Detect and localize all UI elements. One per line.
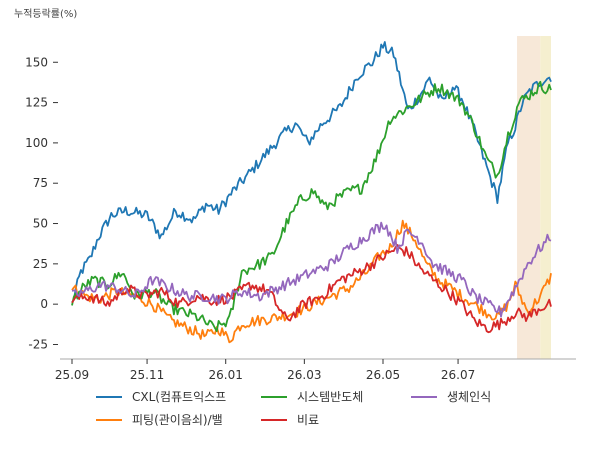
series-line-4: [71, 221, 552, 318]
y-tick-label: 50: [33, 217, 48, 231]
x-tick-label: 26.01: [209, 368, 243, 380]
legend-swatch-fertilizer: [261, 418, 287, 421]
y-tick-label: -25: [28, 337, 48, 351]
x-tick-label: 26.05: [366, 368, 400, 380]
y-tick-label: 150: [25, 55, 48, 69]
series-line-1: [71, 219, 552, 344]
legend-item-cxl: CXL(컴퓨트익스프: [96, 388, 261, 405]
y-tick-label: 0: [40, 297, 48, 311]
series-line-0: [71, 41, 552, 303]
x-tick-label: 26.07: [441, 368, 475, 380]
legend-label-system-semiconductor: 시스템반도체: [297, 390, 364, 404]
x-axis: 25.09 25.11 26.01 26.03 26.05 26.07: [55, 358, 576, 380]
legend-item-system-semiconductor: 시스템반도체: [261, 388, 411, 405]
y-tick-label: 25: [33, 257, 48, 271]
legend-label-fertilizer: 비료: [297, 413, 320, 427]
legend: CXL(컴퓨트익스프 시스템반도체 생체인식 피팅(관이음쇠)/밸 비료: [96, 388, 576, 428]
y-tick-label: 100: [25, 136, 48, 150]
y-tick-label: 125: [25, 96, 48, 110]
x-tick-label: 25.11: [130, 368, 164, 380]
line-chart: -25 0 25 50 75 100 125 150 25.09 25.11 26.01 26.03…: [14, 8, 576, 380]
y-axis: -25 0 25 50 75 100 125 150: [25, 55, 58, 351]
legend-swatch-cxl: [96, 395, 122, 398]
y-tick-label: 75: [33, 176, 48, 190]
legend-swatch-biometrics: [411, 395, 437, 398]
legend-label-cxl: CXL(컴퓨트익스프: [132, 390, 227, 404]
legend-label-biometrics: 생체인식: [447, 390, 492, 404]
series-line-3: [71, 244, 552, 334]
series-lines: [71, 41, 552, 344]
y-axis-label: 누적등락률(%): [14, 8, 77, 20]
legend-item-fertilizer: 비료: [261, 411, 411, 428]
highlight-band-1: [540, 36, 551, 359]
legend-item-biometrics: 생체인식: [411, 388, 561, 405]
x-tick-label: 25.09: [55, 368, 89, 380]
x-tick-label: 26.03: [287, 368, 321, 380]
legend-swatch-system-semiconductor: [261, 395, 287, 398]
legend-swatch-fittings: [96, 418, 122, 421]
legend-item-fittings: 피팅(관이음쇠)/밸: [96, 411, 261, 428]
legend-label-fittings: 피팅(관이음쇠)/밸: [132, 413, 223, 427]
